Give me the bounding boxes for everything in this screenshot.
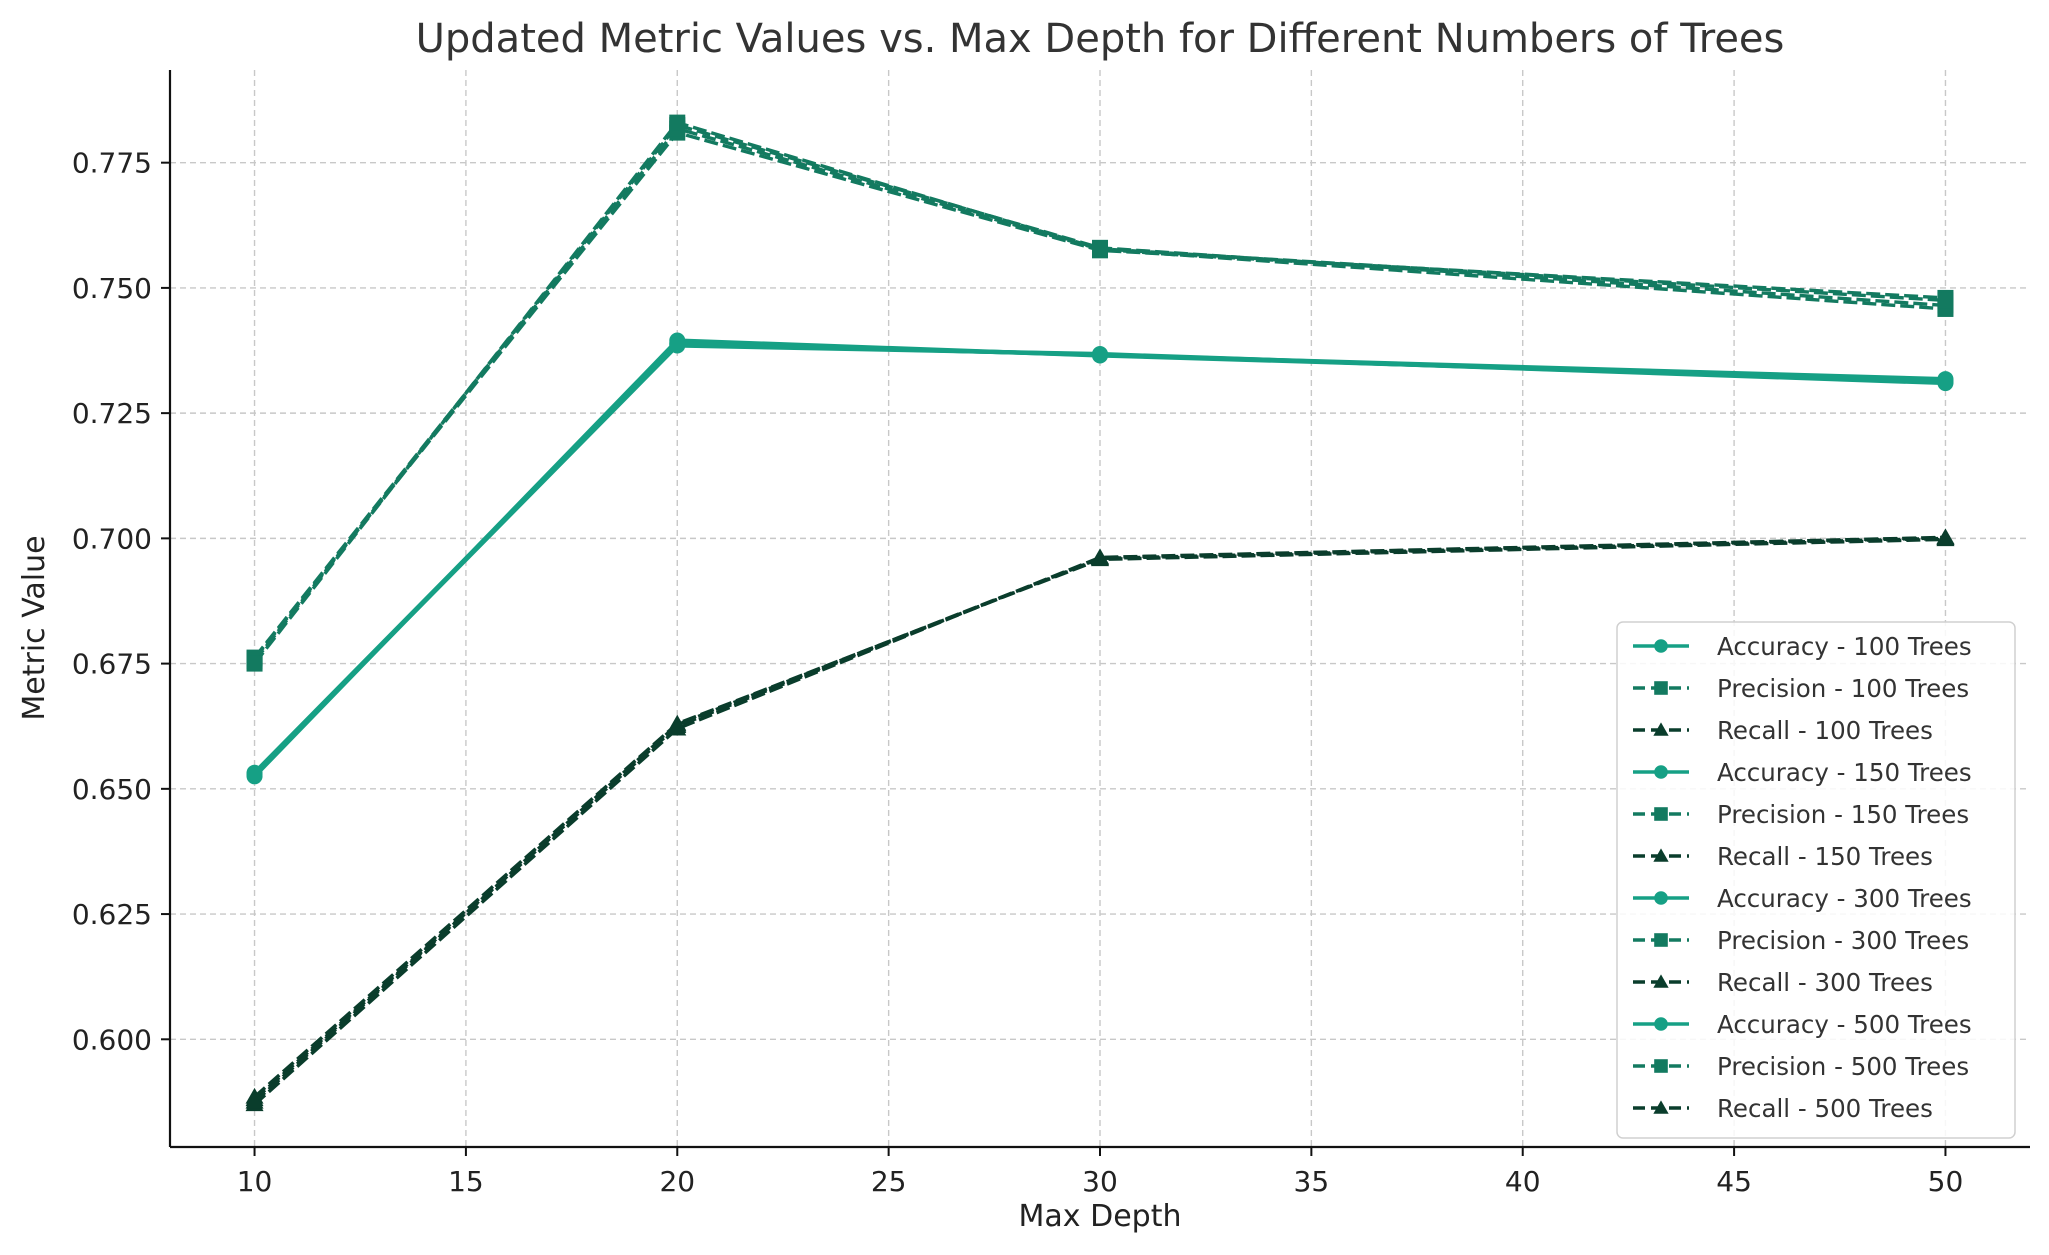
legend-item: Precision - 150 Trees [1633,800,1969,829]
legend-marker [1654,933,1668,947]
legend-marker [1653,848,1669,862]
legend-item: Recall - 300 Trees [1633,968,1933,997]
series-layer [245,114,1955,1112]
series-line [253,126,1946,659]
y-tick-label: 0.650 [72,773,152,806]
legend-label: Recall - 300 Trees [1717,968,1933,997]
series-line [253,123,1946,663]
x-tick-label: 20 [659,1165,695,1198]
y-tick-label: 0.600 [72,1023,152,1056]
data-point [1091,549,1109,566]
y-axis-label: Metric Value [17,535,52,720]
legend-label: Recall - 150 Trees [1717,842,1933,871]
series-precision-500-trees [246,114,1954,672]
legend-marker [1654,765,1668,779]
legend-item: Recall - 150 Trees [1633,842,1933,871]
x-tick-label: 50 [1928,1165,1964,1198]
data-point [1092,346,1108,363]
legend-marker [1654,1059,1668,1073]
data-point [246,764,263,781]
y-tick-label: 0.750 [72,272,152,305]
x-tick-label: 35 [1294,1165,1330,1198]
legend-item: Accuracy - 150 Trees [1633,758,1972,787]
x-tick-label: 25 [871,1165,907,1198]
data-point [669,114,686,131]
series-line [253,130,1946,660]
legend-label: Accuracy - 100 Trees [1717,632,1972,661]
series-line [253,535,1946,1106]
legend-marker [1654,807,1668,821]
legend-label: Precision - 150 Trees [1717,800,1969,829]
ticks: 10 15 20 25 30 35 40 45 50 0.600 0.625 0.650 0.675 0.… [72,147,1963,1198]
legend-item: Accuracy - 500 Trees [1633,1010,1972,1039]
x-tick-label: 15 [448,1165,484,1198]
legend-box [1616,621,2016,1139]
legend-marker [1654,681,1668,695]
legend-label: Recall - 100 Trees [1717,716,1933,745]
legend-item: Accuracy - 300 Trees [1633,884,1972,913]
legend-marker [1654,639,1668,653]
legend-item: Precision - 100 Trees [1633,674,1969,703]
series-line [253,120,1946,665]
data-point [1937,374,1954,391]
legend-item: Accuracy - 100 Trees [1633,632,1972,661]
legend-label: Precision - 300 Trees [1717,926,1969,955]
legend-item: Precision - 300 Trees [1633,926,1969,955]
y-tick-label: 0.675 [72,648,152,681]
chart-title: Updated Metric Values vs. Max Depth for … [416,16,1785,62]
x-tick-label: 45 [1716,1165,1752,1198]
legend-label: Precision - 500 Trees [1717,1052,1969,1081]
legend-item: Recall - 100 Trees [1633,716,1933,745]
series-line [253,341,1946,775]
legend: Accuracy - 100 Trees Precision - 100 Tree… [1616,621,2016,1139]
series-line [253,537,1946,1099]
legend-marker [1653,722,1669,736]
legend-marker [1654,891,1668,905]
legend-label: Accuracy - 150 Trees [1717,758,1972,787]
y-tick-label: 0.725 [72,397,152,430]
data-point [1092,240,1108,257]
legend-item: Recall - 500 Trees [1633,1094,1933,1123]
data-point [1937,292,1954,309]
legend-label: Recall - 500 Trees [1717,1094,1933,1123]
legend-label: Accuracy - 300 Trees [1717,884,1972,913]
legend-label: Precision - 100 Trees [1717,674,1969,703]
y-tick-label: 0.700 [72,522,152,555]
legend-marker [1653,1100,1669,1114]
data-point [245,1092,264,1109]
legend-marker [1653,974,1669,988]
legend-item: Precision - 500 Trees [1633,1052,1969,1081]
grid [170,70,2030,1147]
data-point [669,336,686,353]
data-point [246,655,263,672]
y-tick-label: 0.625 [72,898,152,931]
series-recall-500-trees [245,528,1955,1109]
x-tick-label: 10 [237,1165,273,1198]
x-axis-label: Max Depth [1019,1199,1182,1234]
x-tick-label: 40 [1505,1165,1541,1198]
data-point [1936,528,1955,545]
legend-label: Accuracy - 500 Trees [1717,1010,1972,1039]
legend-marker [1654,1017,1668,1031]
data-point [668,715,687,732]
y-tick-label: 0.775 [72,147,152,180]
x-tick-label: 30 [1082,1165,1118,1198]
series-accuracy-500-trees [246,336,1954,781]
